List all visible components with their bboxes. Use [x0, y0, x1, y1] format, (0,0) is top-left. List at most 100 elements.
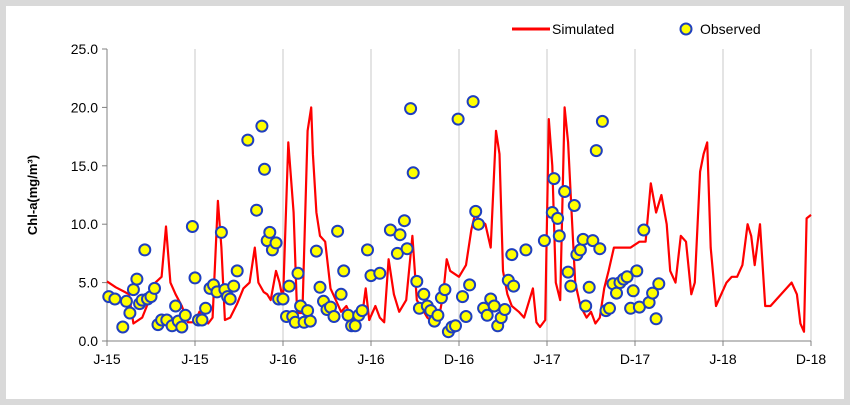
observed-point — [573, 243, 587, 257]
y-tick-label: 15.0 — [71, 158, 98, 174]
observed-point — [507, 279, 521, 293]
observed-point — [646, 286, 660, 300]
x-tick-label: J-15 — [93, 351, 120, 367]
observed-point — [130, 272, 144, 286]
observed-point — [327, 310, 341, 323]
observed-point — [466, 95, 480, 109]
observed-point — [309, 244, 323, 258]
observed-point — [551, 211, 565, 225]
observed-point — [334, 287, 348, 301]
observed-point — [263, 225, 277, 239]
y-tick-label: 25.0 — [71, 41, 98, 57]
observed-point — [505, 248, 519, 262]
observed-point — [348, 319, 362, 333]
observed-point — [178, 308, 192, 322]
observed-point — [603, 301, 616, 315]
observed-point — [199, 301, 213, 315]
observed-point — [313, 280, 327, 294]
observed-point — [250, 203, 264, 217]
series — [102, 95, 812, 339]
observed-point — [123, 306, 137, 320]
observed-point — [282, 279, 296, 293]
observed-point — [393, 228, 407, 242]
observed-point — [400, 242, 414, 256]
x-tick-label: D-16 — [444, 351, 475, 367]
axes: J-15 J-15 J-16 J-16 D-16 J-17 D-17 J-18 D-18 0.0 5… — [25, 41, 826, 367]
observed-point — [404, 102, 418, 116]
observed-point — [552, 229, 566, 243]
observed-point — [291, 266, 305, 280]
y-tick-label: 10.0 — [71, 216, 98, 232]
observed-point — [373, 266, 387, 280]
observed-point — [258, 162, 271, 176]
observed-point — [487, 299, 501, 313]
observed-point — [593, 242, 607, 256]
y-axis-label: Chl-a(mg/m³) — [25, 155, 40, 235]
legend-simulated-label: Simulated — [552, 21, 614, 37]
observed-point — [564, 279, 578, 293]
observed-point — [126, 283, 140, 297]
observed-point — [241, 133, 255, 147]
observed-point — [459, 310, 473, 323]
observed-point — [214, 225, 228, 239]
observed-point — [397, 214, 411, 228]
observed-point — [620, 270, 634, 284]
observed-point — [269, 236, 283, 250]
observed-point — [195, 313, 209, 327]
observed-point — [537, 234, 551, 248]
legend: Simulated Observed — [512, 21, 761, 37]
y-tick-label: 20.0 — [71, 99, 98, 115]
observed-point — [589, 144, 603, 158]
observed-point — [255, 119, 269, 133]
observed-point — [463, 278, 477, 292]
observed-point — [355, 304, 369, 318]
observed-point — [498, 303, 512, 316]
x-tick-label: J-18 — [709, 351, 736, 367]
observed-point — [652, 277, 666, 291]
y-tick-label: 5.0 — [79, 275, 99, 291]
observed-point — [341, 308, 355, 322]
observed-point — [138, 243, 152, 257]
observed-point — [169, 299, 183, 313]
observed-point — [469, 204, 483, 218]
observed-point — [303, 314, 317, 328]
observed-point — [406, 166, 420, 180]
observed-point — [586, 234, 600, 248]
observed-point — [223, 292, 237, 306]
observed-point — [417, 287, 431, 301]
x-tick-label: D-17 — [620, 351, 651, 367]
legend-observed-label: Observed — [700, 21, 761, 37]
observed-point — [561, 265, 575, 279]
observed-point — [626, 284, 640, 298]
observed-point — [301, 304, 315, 318]
observed-point — [188, 271, 202, 285]
observed-point — [558, 185, 572, 198]
y-tick-label: 0.0 — [79, 333, 99, 349]
x-tick-label: J-15 — [181, 351, 208, 367]
series-line-simulated — [106, 106, 812, 333]
observed-point — [230, 264, 244, 278]
x-tick-label: D-18 — [796, 351, 827, 367]
observed-point — [108, 292, 122, 306]
observed-point — [227, 279, 241, 293]
observed-point — [119, 294, 133, 308]
observed-point — [637, 223, 651, 237]
observed-point — [337, 264, 351, 278]
observed-point — [276, 292, 290, 306]
observed-point — [331, 224, 345, 238]
observed-point — [630, 264, 644, 278]
observed-point — [116, 320, 130, 334]
x-tick-label: J-16 — [269, 351, 296, 367]
observed-point — [579, 299, 593, 313]
x-tick-label: J-16 — [357, 351, 384, 367]
observed-point — [480, 308, 494, 322]
chart-area — [6, 6, 844, 399]
observed-point — [547, 172, 561, 186]
observed-point — [431, 308, 445, 322]
observed-point — [471, 217, 485, 231]
observed-point — [175, 320, 189, 334]
observed-point — [582, 280, 596, 294]
observed-point — [410, 274, 424, 288]
observed-point — [449, 319, 462, 333]
